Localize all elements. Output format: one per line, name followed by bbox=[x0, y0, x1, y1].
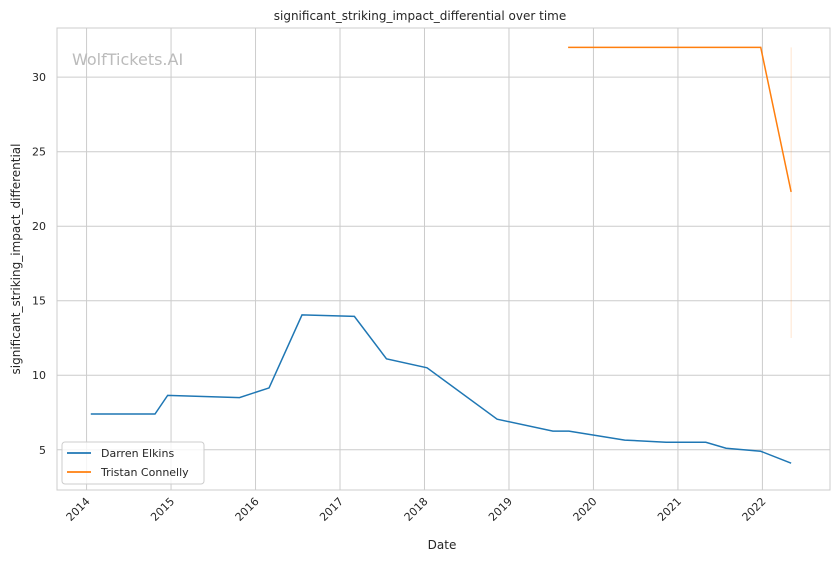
y-tick-label: 15 bbox=[32, 295, 46, 308]
plot-area bbox=[56, 27, 831, 491]
y-axis-label: significant_striking_impact_differential bbox=[9, 144, 23, 375]
x-tick-label: 2021 bbox=[655, 495, 684, 524]
grid bbox=[57, 28, 830, 490]
y-tick-label: 25 bbox=[32, 146, 46, 159]
x-axis-label: Date bbox=[428, 538, 457, 552]
x-tick-label: 2016 bbox=[233, 495, 262, 524]
x-tick-label: 2022 bbox=[740, 495, 769, 524]
y-tick-label: 20 bbox=[32, 220, 46, 233]
chart-title: significant_striking_impact_differential… bbox=[274, 9, 566, 23]
series-line-tristan-connelly bbox=[568, 46, 792, 193]
legend-label-darren: Darren Elkins bbox=[101, 447, 174, 460]
watermark: WolfTickets.AI bbox=[72, 50, 183, 69]
legend-label-tristan: Tristan Connelly bbox=[100, 466, 189, 479]
x-tick-label: 2014 bbox=[64, 495, 93, 524]
series-line-darren-elkins bbox=[90, 314, 792, 464]
y-tick-label: 30 bbox=[32, 71, 46, 84]
y-tick-label: 5 bbox=[39, 444, 46, 457]
series-lines bbox=[90, 46, 792, 464]
x-tick-label: 2015 bbox=[148, 495, 177, 524]
x-tick-label: 2017 bbox=[317, 495, 346, 524]
legend: Darren Elkins Tristan Connelly bbox=[61, 441, 205, 485]
x-tick-label: 2018 bbox=[402, 495, 431, 524]
x-tick-label: 2020 bbox=[571, 495, 600, 524]
y-tick-label: 10 bbox=[32, 369, 46, 382]
x-tick-label: 2019 bbox=[486, 495, 515, 524]
